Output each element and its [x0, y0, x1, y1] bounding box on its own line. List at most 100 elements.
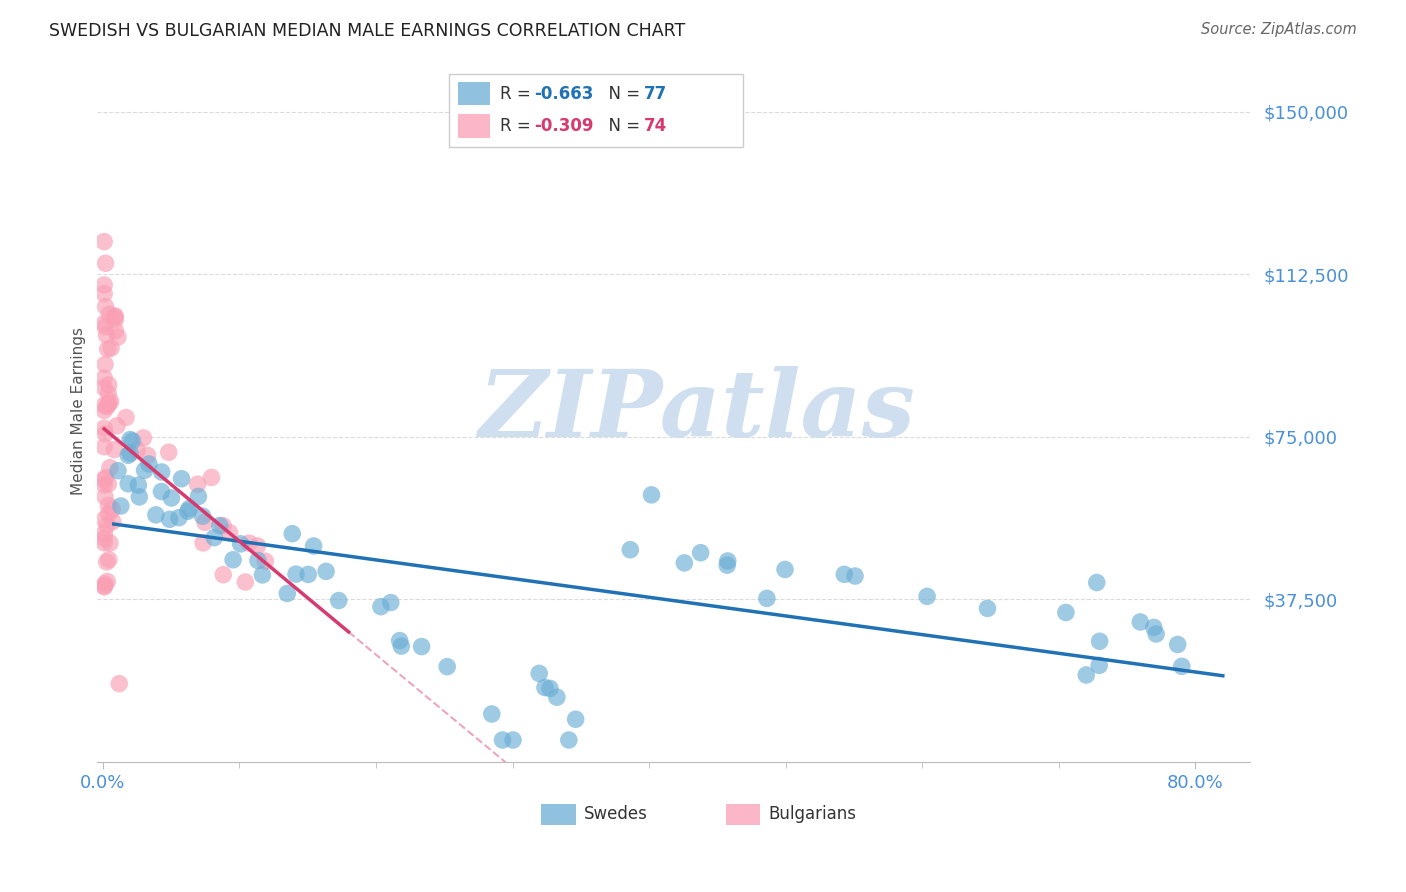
Point: [200, 470, 222, 484]
FancyBboxPatch shape: [458, 114, 491, 137]
Point: [97, 507, 120, 521]
Point: [491, 733, 513, 747]
Point: [93, 473, 115, 487]
Point: [640, 488, 662, 502]
Point: [558, 733, 581, 747]
Point: [93, 579, 115, 593]
Point: [94, 577, 117, 591]
Point: [97, 377, 120, 392]
Point: [94, 256, 117, 270]
Point: [285, 567, 308, 582]
FancyBboxPatch shape: [449, 74, 742, 147]
Point: [717, 554, 740, 568]
Point: [101, 515, 124, 529]
Point: [915, 590, 938, 604]
Point: [191, 509, 214, 524]
Point: [93, 580, 115, 594]
Point: [212, 518, 235, 533]
Text: Bulgarians: Bulgarians: [768, 805, 856, 823]
Point: [370, 599, 392, 614]
Point: [93, 477, 115, 491]
Point: [246, 553, 269, 567]
Point: [502, 733, 524, 747]
Point: [170, 472, 193, 486]
Point: [281, 526, 304, 541]
Point: [436, 659, 458, 673]
Point: [218, 525, 240, 540]
Point: [1171, 659, 1194, 673]
Point: [229, 537, 252, 551]
Point: [1085, 575, 1108, 590]
Text: ZIPatlas: ZIPatlas: [478, 366, 915, 456]
Point: [96, 400, 118, 414]
Point: [115, 410, 138, 425]
Point: [107, 464, 129, 478]
Point: [1167, 637, 1189, 651]
Point: [98, 536, 121, 550]
Point: [93, 235, 115, 249]
Point: [538, 681, 561, 696]
Text: N =: N =: [598, 85, 645, 103]
Point: [97, 342, 120, 356]
Point: [93, 317, 115, 331]
Point: [546, 690, 568, 705]
Point: [1088, 658, 1111, 673]
Point: [120, 446, 142, 460]
Point: [93, 371, 115, 385]
Point: [315, 565, 337, 579]
FancyBboxPatch shape: [725, 804, 761, 825]
Point: [97, 499, 120, 513]
Point: [179, 501, 201, 516]
Point: [254, 554, 277, 568]
Point: [222, 553, 245, 567]
Point: [755, 591, 778, 606]
Point: [97, 553, 120, 567]
Point: [134, 463, 156, 477]
Point: [235, 574, 257, 589]
Point: [157, 445, 180, 459]
Point: [94, 490, 117, 504]
Point: [1076, 668, 1098, 682]
Point: [98, 307, 121, 321]
Text: 77: 77: [644, 85, 666, 103]
Point: [93, 440, 115, 454]
Point: [160, 491, 183, 505]
Point: [104, 324, 127, 338]
Point: [252, 567, 274, 582]
Point: [673, 556, 696, 570]
Text: -0.663: -0.663: [534, 85, 593, 103]
Point: [1144, 627, 1167, 641]
Point: [98, 396, 121, 410]
Text: 74: 74: [644, 117, 666, 136]
Point: [94, 358, 117, 372]
Point: [120, 433, 142, 447]
Point: [138, 457, 160, 471]
Point: [101, 502, 124, 516]
Point: [564, 712, 586, 726]
Point: [187, 490, 209, 504]
Point: [202, 531, 225, 545]
Point: [208, 518, 231, 533]
Point: [529, 666, 551, 681]
Point: [380, 596, 402, 610]
Point: [276, 586, 298, 600]
Point: [93, 536, 115, 550]
Point: [93, 526, 115, 541]
Point: [100, 341, 122, 355]
Point: [328, 593, 350, 607]
FancyBboxPatch shape: [541, 804, 575, 825]
Point: [834, 567, 856, 582]
Y-axis label: Median Male Earnings: Median Male Earnings: [72, 326, 86, 495]
Point: [93, 512, 115, 526]
Point: [98, 460, 121, 475]
Point: [212, 567, 235, 582]
Point: [97, 398, 120, 412]
Point: [127, 442, 149, 457]
Point: [167, 510, 190, 524]
Point: [177, 504, 200, 518]
Point: [844, 569, 866, 583]
Point: [94, 300, 117, 314]
Point: [104, 310, 127, 324]
Point: [93, 421, 115, 435]
Point: [96, 555, 118, 569]
